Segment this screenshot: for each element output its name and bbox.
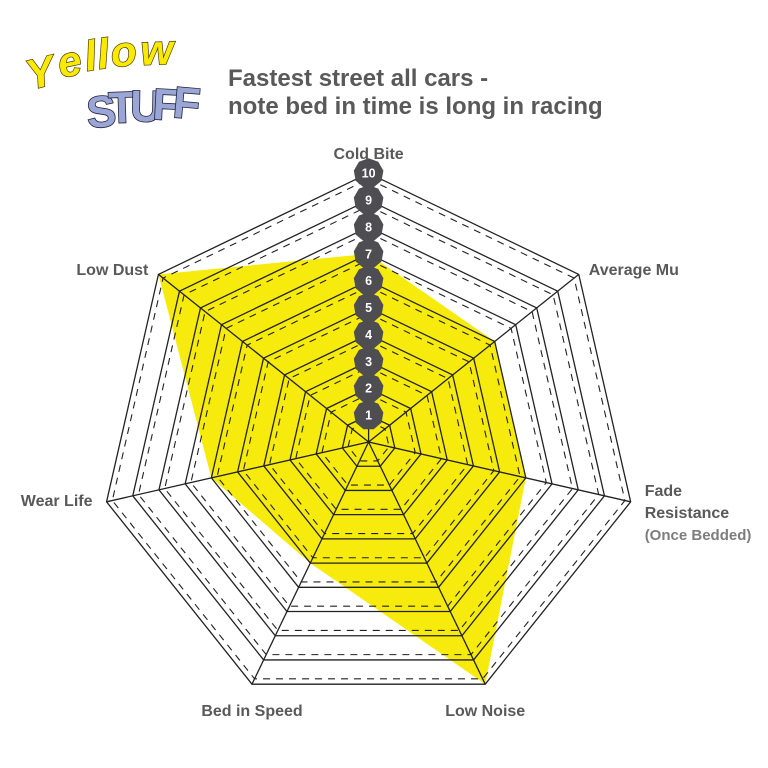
svg-text:6: 6 (365, 274, 372, 288)
svg-text:Fastest street all cars -: Fastest street all cars - (228, 65, 488, 92)
svg-text:o: o (109, 27, 139, 76)
svg-text:8: 8 (365, 220, 372, 234)
svg-text:Resistance: Resistance (645, 505, 730, 522)
svg-text:5: 5 (365, 301, 372, 315)
svg-text:F: F (171, 78, 202, 129)
svg-text:7: 7 (365, 247, 372, 261)
svg-text:Cold Bite: Cold Bite (333, 146, 403, 163)
svg-text:e: e (53, 36, 86, 87)
svg-text:w: w (140, 26, 177, 74)
svg-text:Wear Life: Wear Life (21, 493, 93, 510)
svg-text:3: 3 (365, 355, 372, 369)
svg-text:1: 1 (365, 409, 372, 423)
svg-text:2: 2 (365, 382, 372, 396)
svg-text:(Once Bedded): (Once Bedded) (645, 527, 752, 544)
svg-text:note bed in time is long in ra: note bed in time is long in racing (228, 93, 603, 120)
svg-text:Average Mu: Average Mu (589, 262, 679, 279)
svg-text:4: 4 (365, 328, 372, 342)
svg-text:10: 10 (362, 167, 376, 181)
svg-text:Bed in Speed: Bed in Speed (201, 703, 302, 720)
svg-text:9: 9 (365, 194, 372, 208)
svg-text:Low Dust: Low Dust (76, 262, 149, 279)
svg-text:Fade: Fade (645, 483, 682, 500)
svg-text:Low Noise: Low Noise (445, 703, 525, 720)
